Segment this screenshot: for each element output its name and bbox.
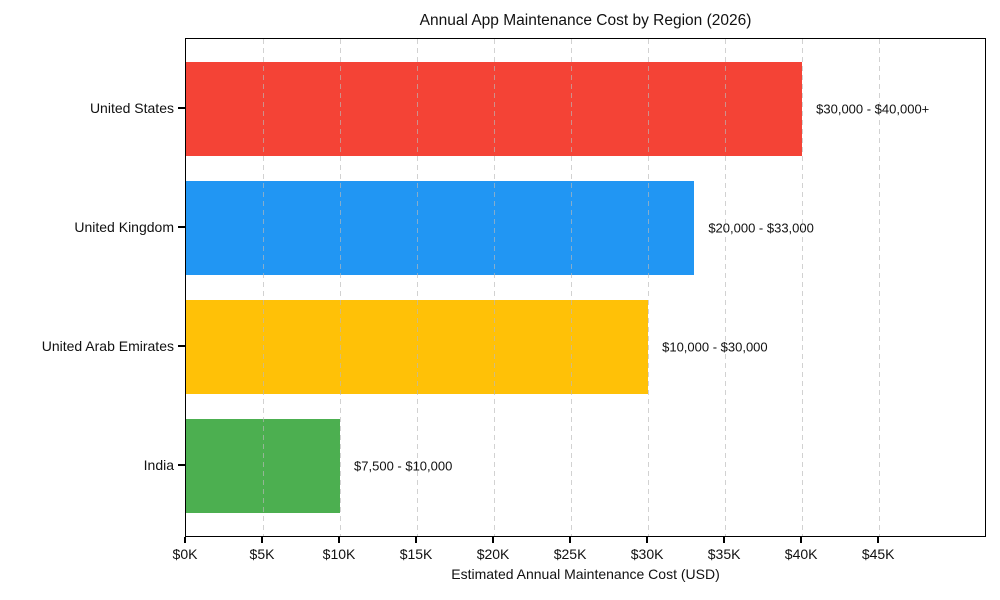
y-tick-mark <box>178 226 185 228</box>
x-tick-mark <box>877 537 879 543</box>
x-tick-label-10k: $10K <box>322 546 356 562</box>
y-tick-label-united-arab-emirates: United Arab Emirates <box>41 338 174 354</box>
x-tick-label-40k: $40K <box>784 546 818 562</box>
gridline-45k <box>879 39 881 536</box>
bar-value-label-united-kingdom: $20,000 - $33,000 <box>708 220 814 236</box>
bar-value-label-united-states: $30,000 - $40,000+ <box>816 101 930 117</box>
x-tick-label-5k: $5K <box>249 546 275 562</box>
y-tick-mark <box>178 464 185 466</box>
gridline-40k <box>802 39 804 536</box>
gridline-20k <box>494 39 496 536</box>
gridline-35k <box>725 39 727 536</box>
x-tick-mark <box>723 537 725 543</box>
x-tick-label-25k: $25K <box>553 546 587 562</box>
x-tick-label-0k: $0K <box>172 546 198 562</box>
x-tick-label-30k: $30K <box>630 546 664 562</box>
bar-value-label-india: $7,500 - $10,000 <box>354 458 453 474</box>
plot-area: $30,000 - $40,000+ $20,000 - $33,000 $10,0… <box>185 38 986 537</box>
x-tick-label-15k: $15K <box>399 546 433 562</box>
x-tick-mark <box>184 537 186 543</box>
x-tick-mark <box>492 537 494 543</box>
x-tick-label-45k: $45K <box>861 546 895 562</box>
bar-value-label-united-arab-emirates: $10,000 - $30,000 <box>662 339 768 355</box>
gridline-30k <box>648 39 650 536</box>
x-tick-mark <box>800 537 802 543</box>
x-tick-mark <box>261 537 263 543</box>
y-tick-label-india: India <box>143 457 174 473</box>
y-tick-label-united-kingdom: United Kingdom <box>74 219 174 235</box>
x-tick-label-35k: $35K <box>707 546 741 562</box>
x-tick-mark <box>646 537 648 543</box>
x-tick-mark <box>415 537 417 543</box>
y-tick-label-united-states: United States <box>89 100 174 116</box>
y-tick-mark <box>178 345 185 347</box>
x-tick-mark <box>338 537 340 543</box>
gridline-5k <box>263 39 265 536</box>
bar-united-kingdom <box>186 181 695 275</box>
y-tick-mark <box>178 107 185 109</box>
x-tick-label-20k: $20K <box>476 546 510 562</box>
gridline-10k <box>340 39 342 536</box>
chart-title: Annual App Maintenance Cost by Region (2… <box>419 12 752 29</box>
x-axis-title: Estimated Annual Maintenance Cost (USD) <box>451 566 720 582</box>
gridline-15k <box>417 39 419 536</box>
gridline-25k <box>571 39 573 536</box>
x-tick-mark <box>569 537 571 543</box>
